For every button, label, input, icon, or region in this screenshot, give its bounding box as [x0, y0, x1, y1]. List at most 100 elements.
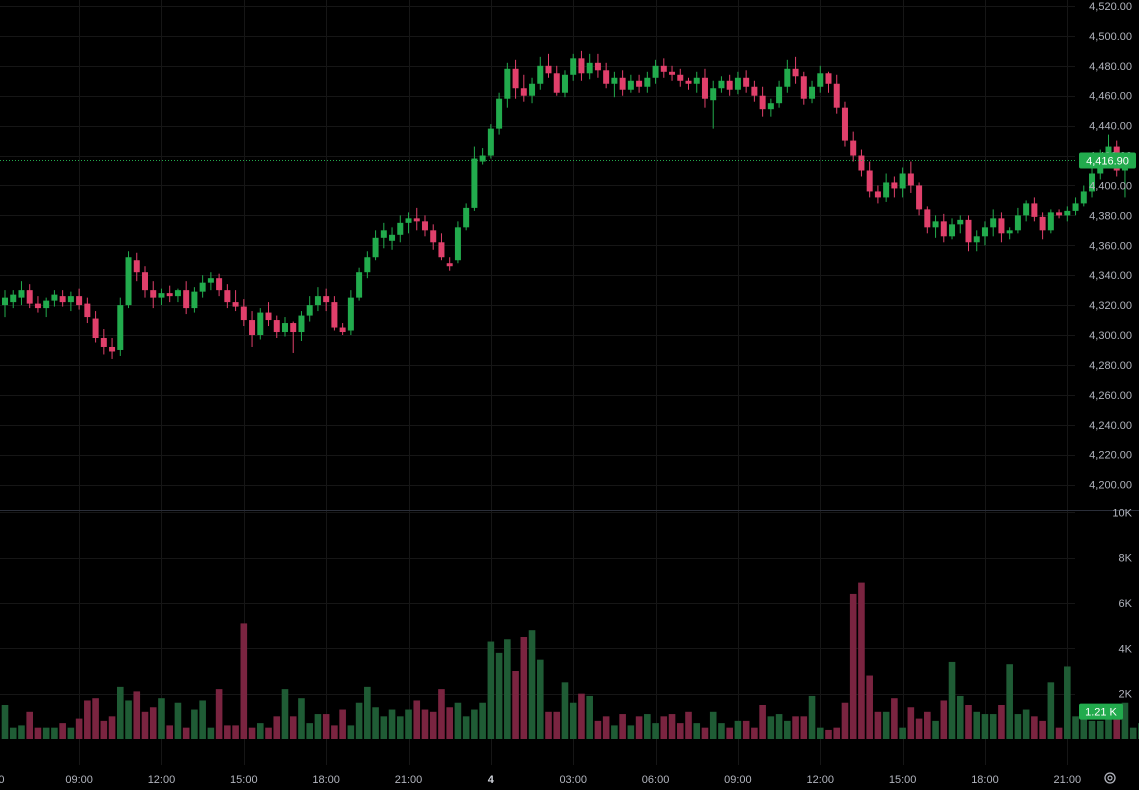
volume-bar: [158, 698, 165, 739]
candle-body: [883, 182, 890, 198]
candle: [487, 124, 494, 159]
volume-pane[interactable]: [1, 582, 1139, 739]
time-tick-label: 12:00: [148, 774, 176, 785]
candle-body: [18, 290, 25, 298]
candle: [347, 290, 354, 336]
candle: [339, 323, 346, 336]
volume-bar: [569, 702, 577, 739]
candle-body: [603, 70, 610, 84]
candle-body: [677, 74, 684, 81]
candle-body: [372, 237, 379, 258]
volume-bar: [281, 689, 289, 739]
candle: [858, 149, 865, 177]
candle-body: [331, 302, 338, 328]
candle: [117, 297, 124, 356]
time-tick-label: 15:00: [230, 774, 258, 785]
volume-bar: [59, 723, 66, 739]
candle-body: [265, 312, 272, 321]
volume-bar: [668, 714, 676, 739]
candle: [636, 74, 643, 93]
volume-bar: [1105, 714, 1112, 739]
volume-bar: [611, 725, 618, 739]
candle-body: [2, 297, 8, 306]
candle-body: [1047, 212, 1054, 231]
volume-bar: [676, 723, 684, 739]
volume-bar: [75, 718, 83, 739]
candle-body: [553, 73, 560, 93]
candle-body: [710, 88, 717, 101]
candle-body: [537, 65, 544, 84]
candle: [34, 296, 41, 313]
volume-bar: [759, 705, 766, 739]
candle-body: [1080, 191, 1087, 204]
volume-bar: [685, 711, 692, 739]
candle-body: [570, 58, 577, 75]
candle-body: [512, 68, 519, 89]
candle-body: [734, 77, 741, 90]
candle: [249, 311, 256, 347]
volume-axis[interactable]: 10K 8K 6K 4K 2K: [1112, 507, 1132, 700]
price-tick-label: 4,480.00: [1089, 61, 1132, 73]
candle-body: [1006, 230, 1013, 234]
volume-bar: [800, 716, 808, 739]
volume-bar: [372, 707, 379, 739]
volume-bar: [347, 725, 355, 739]
candle-body: [759, 95, 766, 110]
volume-bar: [34, 727, 42, 739]
candle-body: [767, 103, 774, 110]
volume-bar: [322, 714, 330, 739]
candle: [430, 224, 437, 250]
price-tick-label: 4,400.00: [1089, 180, 1132, 192]
candle-body: [529, 83, 536, 96]
volume-bar: [273, 716, 281, 739]
volume-bar: [1031, 716, 1038, 739]
candle-body: [166, 293, 173, 297]
last-price-badge: [1079, 152, 1136, 169]
candle-body: [43, 300, 50, 309]
time-axis[interactable]: 00 09:00 12:00 15:00 18:00 21:00 4 03:00 06:00 09…: [0, 774, 1082, 786]
price-tick-label: 4,340.00: [1089, 270, 1132, 282]
price-pane[interactable]: [2, 50, 1128, 359]
candle: [109, 338, 116, 359]
volume-bar: [701, 727, 709, 739]
volume-bar: [224, 725, 231, 739]
candle: [183, 281, 190, 315]
candle: [1072, 197, 1079, 216]
settings-gear-icon[interactable]: [1104, 772, 1116, 784]
candle: [59, 290, 66, 307]
candle: [1056, 209, 1063, 219]
candle: [817, 65, 824, 93]
candle-body: [998, 218, 1005, 234]
volume-bar: [429, 711, 437, 739]
volume-bar: [413, 700, 421, 739]
volume-bar: [215, 689, 223, 739]
candle: [380, 222, 387, 249]
candle-body: [174, 290, 181, 297]
candle: [84, 297, 91, 324]
candle: [537, 56, 544, 90]
last-volume-label: 1.21 K: [1085, 707, 1117, 719]
candle: [512, 59, 519, 99]
candle: [973, 230, 980, 252]
candle: [413, 207, 420, 231]
candle-body: [611, 77, 618, 84]
candle: [1014, 207, 1021, 234]
volume-bar: [586, 695, 593, 739]
volume-bar: [767, 716, 775, 739]
candle: [1039, 212, 1046, 240]
volume-bar: [1022, 709, 1030, 739]
candle: [784, 59, 791, 93]
candle: [273, 315, 280, 339]
volume-bar: [199, 700, 206, 739]
volume-bar: [520, 637, 528, 739]
time-tick-label: 21:00: [1054, 774, 1082, 785]
volume-bar: [866, 675, 873, 739]
candle: [1047, 209, 1054, 234]
volume-bar: [174, 702, 182, 739]
volume-bar: [240, 623, 248, 739]
volume-bar: [578, 693, 585, 739]
candle-body: [965, 219, 972, 243]
volume-bar: [454, 702, 462, 739]
